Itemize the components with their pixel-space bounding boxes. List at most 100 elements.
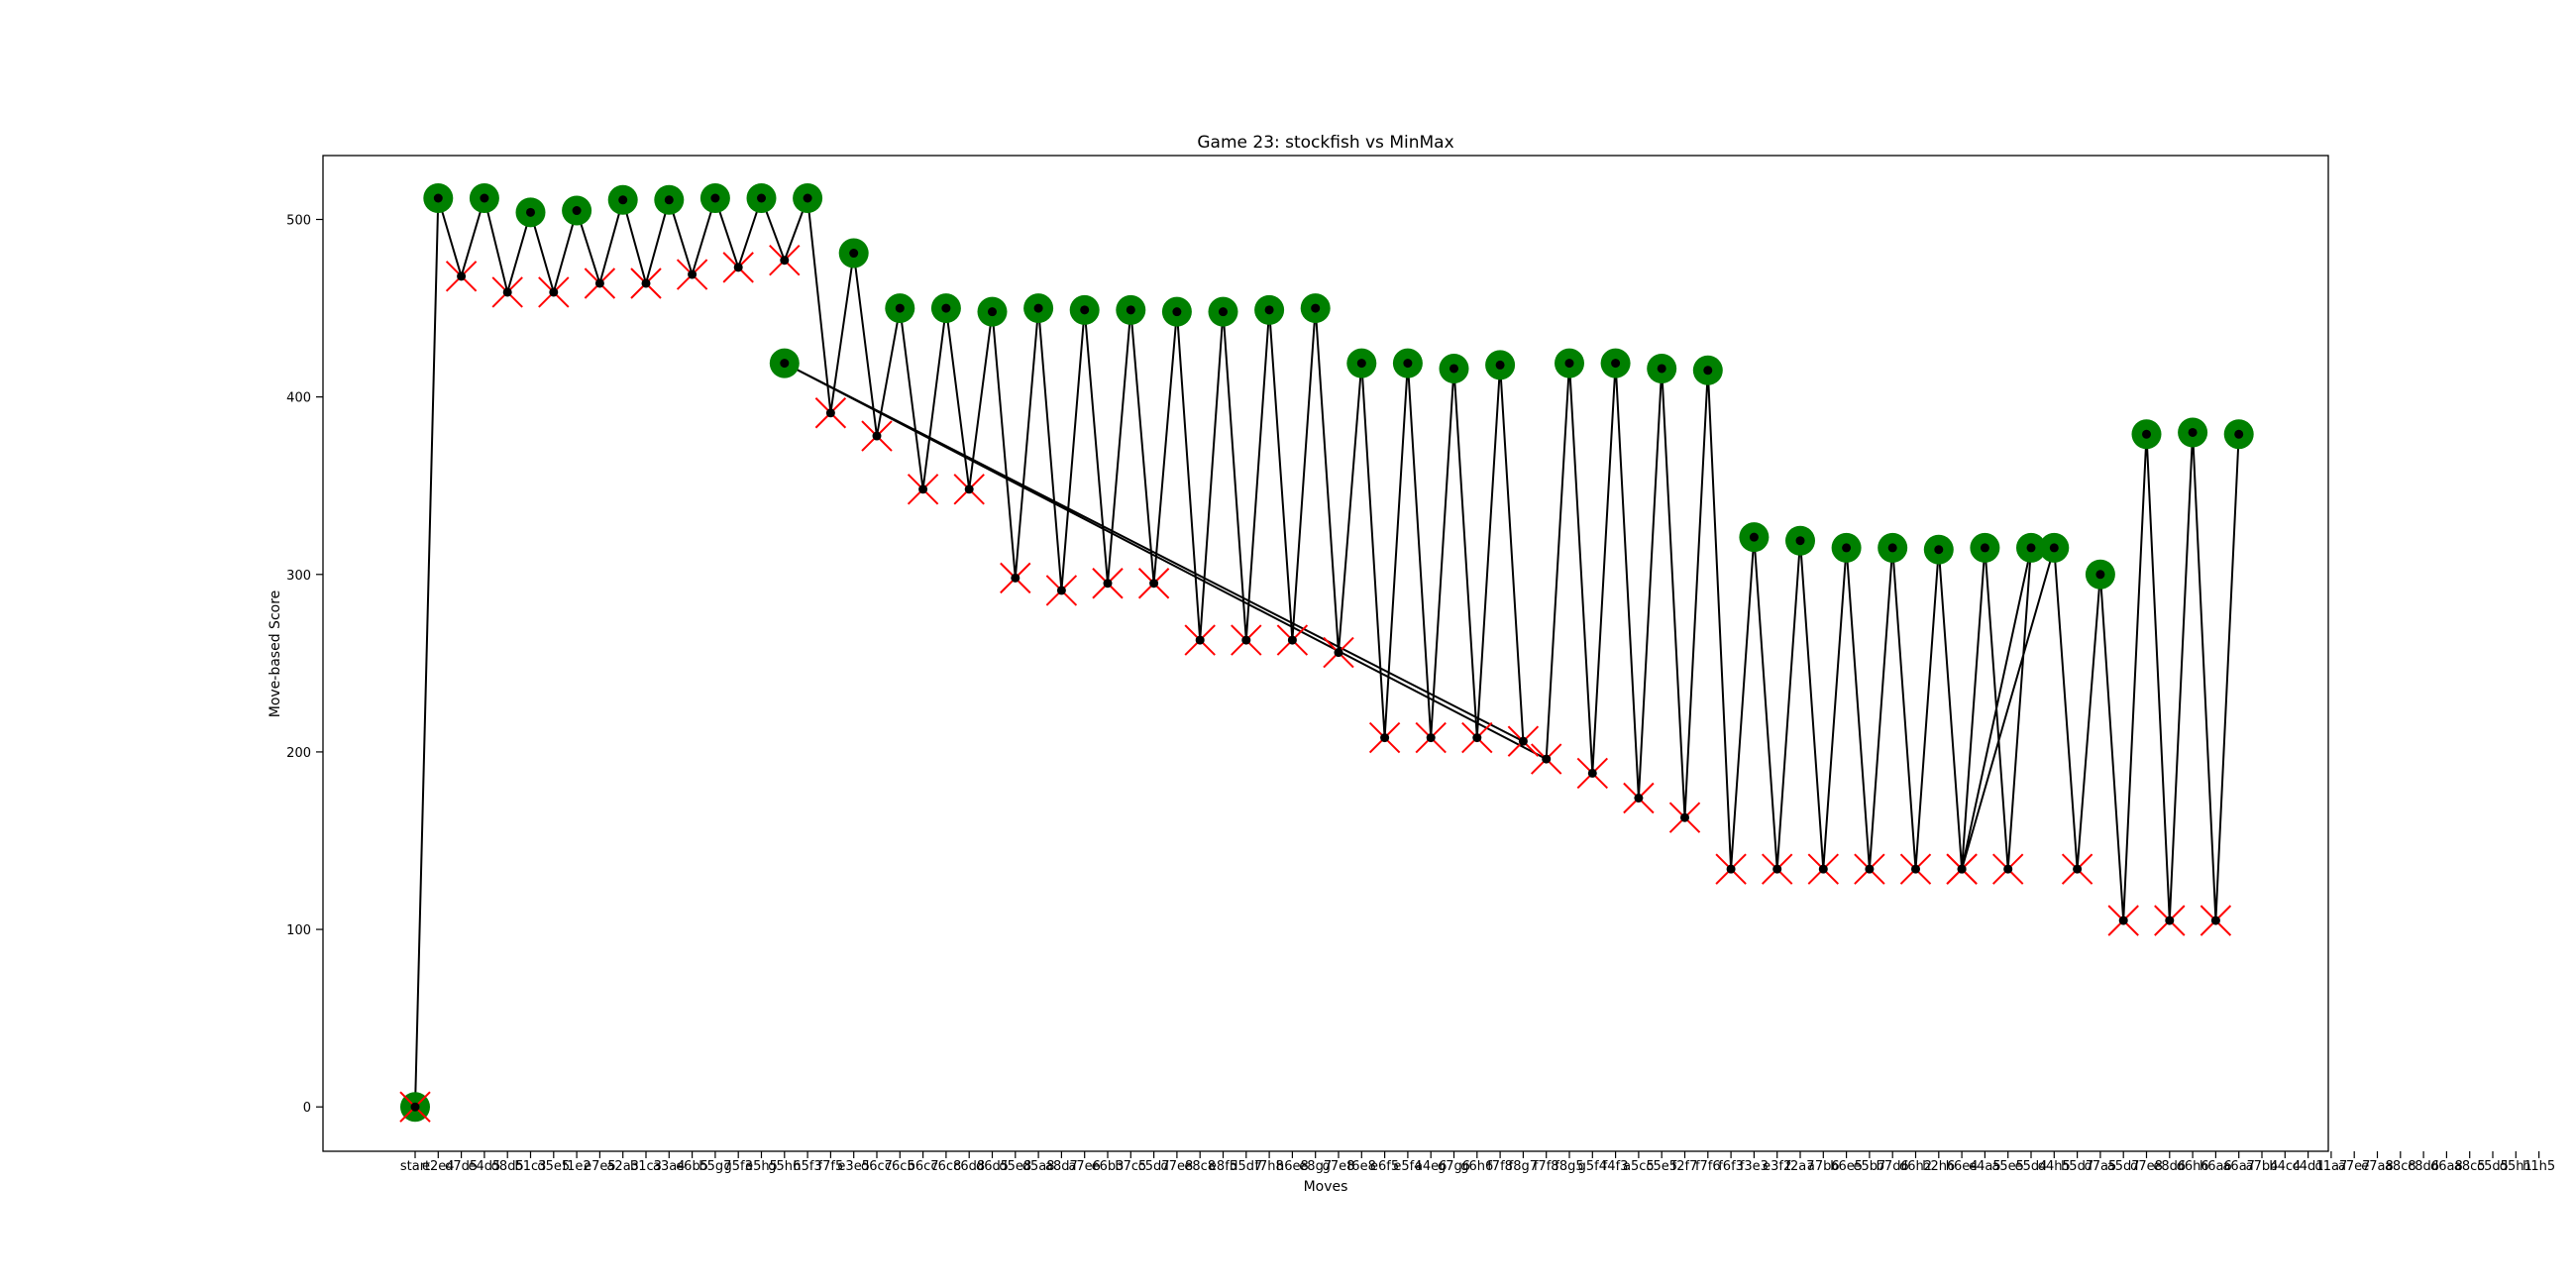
x-tick-label: d5d7: [1230, 1159, 1262, 1174]
x-tick-label: e2e4: [422, 1159, 455, 1174]
data-point: [688, 269, 698, 279]
x-tick-label: f2f7: [1672, 1159, 1698, 1174]
x-tick-label: c5e5: [1646, 1159, 1677, 1174]
data-point: [1564, 359, 1574, 369]
data-point: [2142, 429, 2151, 439]
data-point: [594, 278, 604, 288]
data-point: [1426, 733, 1436, 743]
x-tick-label: d4h5: [2038, 1159, 2071, 1174]
x-tick-label: d6c7: [861, 1159, 893, 1174]
x-tick-label: a8c8: [2385, 1159, 2416, 1174]
data-point: [1749, 532, 1759, 542]
x-tick-label: d6h2: [1899, 1159, 1932, 1174]
x-tick-label: e6f5: [1370, 1159, 1399, 1174]
x-tick-label: h1h5: [2522, 1159, 2555, 1174]
data-point: [2003, 864, 2013, 874]
y-tick-label: 200: [286, 746, 311, 761]
y-tick-label: 300: [286, 569, 311, 584]
data-point: [872, 431, 882, 441]
x-tick-label: e4a5: [1969, 1159, 2001, 1174]
data-point: [988, 307, 997, 317]
plot-layer: [399, 182, 2254, 1123]
data-point: [480, 193, 489, 203]
data-point: [2049, 543, 2059, 553]
data-point: [664, 195, 674, 205]
data-point: [1103, 579, 1113, 589]
x-tick-label: f3e3: [1740, 1159, 1769, 1174]
x-tick-label: f1e2: [563, 1159, 591, 1174]
x-tick-label: e6b3: [1092, 1159, 1125, 1174]
x-tick-label: f7h8: [1254, 1159, 1283, 1174]
x-tick-label: d5e8: [999, 1159, 1031, 1174]
x-tick-label: f7f5: [818, 1159, 844, 1174]
x-tick-label: a2a3: [606, 1159, 638, 1174]
data-point: [2234, 429, 2244, 439]
x-tick-label: d5h1: [2500, 1159, 2532, 1174]
data-point: [2188, 427, 2198, 437]
x-tick-label: d6h6: [2177, 1159, 2209, 1174]
data-point: [1957, 864, 1967, 874]
chart-title: Game 23: stockfish vs MinMax: [1197, 133, 1453, 153]
data-point: [780, 359, 790, 369]
x-tick-label: e8d6: [2153, 1159, 2186, 1174]
data-point: [1219, 307, 1228, 317]
data-point: [1495, 360, 1505, 370]
x-tick-label: h2h6: [1922, 1159, 1955, 1174]
x-tick-label: d7a5: [2085, 1159, 2117, 1174]
data-point: [849, 249, 859, 259]
x-tick-label: d6a8: [2430, 1159, 2463, 1174]
x-tick-label: c6c8: [930, 1159, 961, 1174]
data-point: [1703, 366, 1713, 376]
data-point: [526, 207, 535, 217]
x-tick-label: e4d5: [469, 1159, 501, 1174]
x-tick-label: f8g5: [1555, 1159, 1583, 1174]
data-point: [410, 1102, 420, 1112]
data-point: [1033, 303, 1043, 313]
x-tick-label: a7e7: [2338, 1159, 2371, 1174]
x-tick-label: e7e5: [584, 1159, 616, 1174]
x-tick-label: e5h5: [745, 1159, 778, 1174]
data-point: [572, 206, 582, 216]
x-tick-label: f6e8: [1347, 1159, 1376, 1174]
x-tick-label: d1a7: [2315, 1159, 2348, 1174]
data-point: [502, 287, 512, 297]
x-tick-label: b6e5: [1830, 1159, 1863, 1174]
data-point: [457, 271, 467, 281]
y-axis-label: Move-based Score: [268, 590, 283, 718]
x-tick-label: b5g7: [698, 1159, 731, 1174]
x-tick-label: a7b4: [2246, 1159, 2279, 1174]
x-tick-label: a4e6: [1415, 1159, 1448, 1174]
x-tick-label: a6a7: [2222, 1159, 2254, 1174]
x-tick-label: f6f3: [1718, 1159, 1744, 1174]
data-point: [941, 303, 951, 313]
data-point: [1842, 543, 1852, 553]
y-tick-label: 100: [286, 923, 311, 938]
x-tick-label: h5d7: [2061, 1159, 2093, 1174]
data-point: [1287, 635, 1297, 645]
x-tick-label: c6d8: [953, 1159, 985, 1174]
data-point: [549, 287, 559, 297]
x-axis: starte2e4d7d5e4d5d8d5b1c3d5e5f1e2e7e5a2a…: [400, 1151, 2555, 1174]
x-tick-label: d7d5: [445, 1159, 478, 1174]
x-tick-label: h6e8: [1276, 1159, 1309, 1174]
data-point: [1356, 359, 1366, 369]
data-point: [433, 193, 443, 203]
x-tick-label: c5d7: [1138, 1159, 1170, 1174]
x-tick-label: e5d4: [2015, 1159, 2048, 1174]
data-point: [1911, 864, 1920, 874]
data-point: [1403, 359, 1413, 369]
x-tick-label: d7e8: [1161, 1159, 1194, 1174]
x-tick-label: e6b5: [676, 1159, 708, 1174]
data-point: [1311, 303, 1321, 313]
x-tick-label: e7a8: [2361, 1159, 2394, 1174]
x-tick-label: a5e5: [1991, 1159, 2024, 1174]
data-point: [780, 256, 790, 266]
data-point: [918, 484, 928, 494]
x-tick-label: c5d5: [2477, 1159, 2509, 1174]
x-tick-label: g7e8: [1323, 1159, 1355, 1174]
x-tick-label: e3e5: [837, 1159, 870, 1174]
data-point: [1542, 754, 1552, 764]
x-tick-label: e8f5: [1209, 1159, 1237, 1174]
data-point: [1634, 794, 1644, 804]
